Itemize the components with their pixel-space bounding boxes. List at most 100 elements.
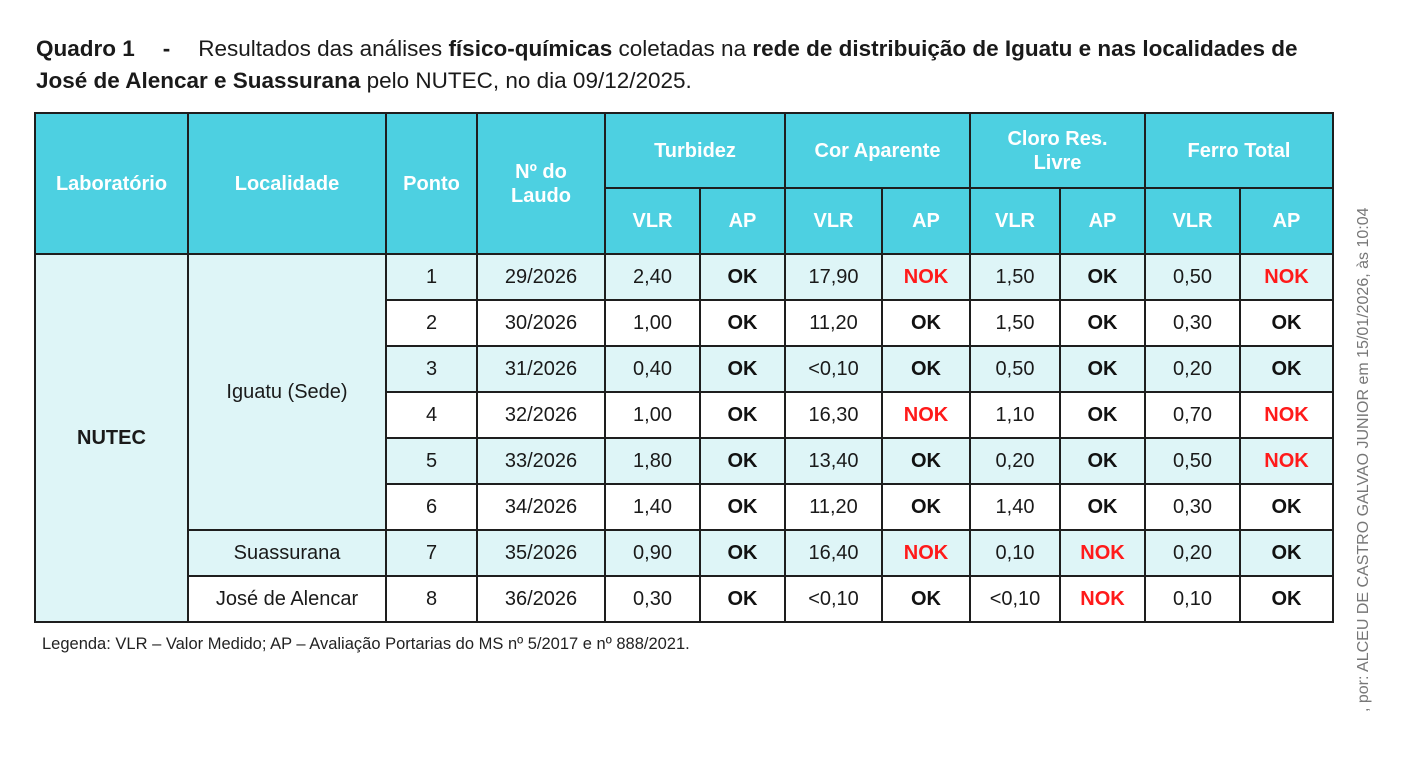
- ap-cell: OK: [1239, 345, 1334, 393]
- vlr-cell: 1,80: [604, 437, 701, 485]
- laudo-cell: 36/2026: [476, 575, 606, 623]
- vlr-cell: 11,20: [784, 299, 883, 347]
- vlr-cell: <0,10: [969, 575, 1061, 623]
- header-cloro: Cloro Res. Livre: [969, 112, 1146, 189]
- header-turbidez: Turbidez: [604, 112, 786, 189]
- ap-cell: NOK: [1239, 437, 1334, 485]
- caption-bold: físico-químicas: [448, 36, 613, 61]
- vlr-cell: 0,20: [1144, 345, 1241, 393]
- table-row: 2 30/2026 1,00 OK 11,20 OK 1,50 OK 0,30 OK: [35, 299, 1334, 347]
- localidade-cell: Suassurana: [187, 529, 387, 577]
- header-cor-aparente: Cor Aparente: [784, 112, 971, 189]
- header-vlr: VLR: [969, 187, 1061, 255]
- header-ap: AP: [1239, 187, 1334, 255]
- results-table: Laboratório Localidade Ponto Nº do Laudo…: [34, 112, 1334, 623]
- table-row: José de Alencar 8 36/2026 0,30 OK <0,10 OK <0,1…: [35, 575, 1334, 623]
- vlr-cell: 1,10: [969, 391, 1061, 439]
- table-row: 5 33/2026 1,80 OK 13,40 OK 0,20 OK 0,50 NOK: [35, 437, 1334, 485]
- laudo-cell: 29/2026: [476, 253, 606, 301]
- header-ferro: Ferro Total: [1144, 112, 1334, 189]
- table-row: Suassurana 7 35/2026 0,90 OK 16,40 NOK 0,10 NOK 0…: [35, 529, 1334, 577]
- header-localidade: Localidade: [187, 112, 387, 255]
- header-vlr: VLR: [1144, 187, 1241, 255]
- ap-cell: NOK: [1239, 391, 1334, 439]
- ap-cell: OK: [699, 253, 786, 301]
- ap-cell: NOK: [1059, 575, 1146, 623]
- vlr-cell: 1,50: [969, 253, 1061, 301]
- localidade-cell: José de Alencar: [187, 575, 387, 623]
- vlr-cell: 13,40: [784, 437, 883, 485]
- ponto-cell: 8: [385, 575, 478, 623]
- ap-cell: OK: [699, 345, 786, 393]
- ap-cell: NOK: [881, 529, 971, 577]
- header-laboratorio: Laboratório: [34, 112, 189, 255]
- vlr-cell: 0,90: [604, 529, 701, 577]
- ap-cell: OK: [699, 483, 786, 531]
- ap-cell: OK: [881, 345, 971, 393]
- ponto-cell: 7: [385, 529, 478, 577]
- caption-text: coletadas na: [612, 36, 753, 61]
- signature-stamp: , por: ALCEU DE CASTRO GALVAO JUNIOR em …: [1355, 207, 1372, 712]
- vlr-cell: 0,40: [604, 345, 701, 393]
- ap-cell: NOK: [1239, 253, 1334, 301]
- table-row: 4 32/2026 1,00 OK 16,30 NOK 1,10 OK 0,70 NOK: [35, 391, 1334, 439]
- ap-cell: OK: [699, 575, 786, 623]
- table-row: 3 31/2026 0,40 OK <0,10 OK 0,50 OK 0,20 OK: [35, 345, 1334, 393]
- ap-cell: OK: [1239, 529, 1334, 577]
- ap-cell: NOK: [881, 391, 971, 439]
- table-row: NUTEC Iguatu (Sede) 1 29/2026 2,40 OK 17,90 NOK…: [34, 253, 1334, 623]
- ap-cell: OK: [1059, 437, 1146, 485]
- ap-cell: NOK: [881, 253, 971, 301]
- vlr-cell: 0,50: [969, 345, 1061, 393]
- caption-label: Quadro 1: [36, 36, 135, 61]
- vlr-cell: 16,30: [784, 391, 883, 439]
- vlr-cell: 0,30: [604, 575, 701, 623]
- ap-cell: OK: [699, 529, 786, 577]
- vlr-cell: 0,30: [1144, 299, 1241, 347]
- laudo-cell: 35/2026: [476, 529, 606, 577]
- header-laudo: Nº do Laudo: [476, 112, 606, 255]
- ap-cell: OK: [1059, 299, 1146, 347]
- vlr-cell: 0,10: [1144, 575, 1241, 623]
- ap-cell: NOK: [1059, 529, 1146, 577]
- vlr-cell: 0,10: [969, 529, 1061, 577]
- table-row: 6 34/2026 1,40 OK 11,20 OK 1,40 OK 0,30 OK: [35, 483, 1334, 531]
- vlr-cell: 1,50: [969, 299, 1061, 347]
- vlr-cell: 0,20: [1144, 529, 1241, 577]
- ap-cell: OK: [881, 483, 971, 531]
- ap-cell: OK: [1059, 391, 1146, 439]
- caption-text: Resultados das análises: [198, 36, 449, 61]
- localidade-cell: Iguatu (Sede): [187, 253, 387, 531]
- vlr-cell: 0,50: [1144, 437, 1241, 485]
- vlr-cell: 0,30: [1144, 483, 1241, 531]
- caption-dash: -: [162, 36, 171, 61]
- laudo-cell: 32/2026: [476, 391, 606, 439]
- laboratorio-cell: NUTEC: [34, 253, 189, 623]
- ponto-cell: 3: [385, 345, 478, 393]
- caption-bold: rede de distribuição de Iguatu e nas loc…: [36, 36, 1298, 93]
- ap-cell: OK: [699, 299, 786, 347]
- ap-cell: OK: [1059, 345, 1146, 393]
- vlr-cell: <0,10: [784, 575, 883, 623]
- header-ap: AP: [881, 187, 971, 255]
- ap-cell: OK: [1239, 299, 1334, 347]
- ponto-cell: 6: [385, 483, 478, 531]
- vlr-cell: 0,50: [1144, 253, 1241, 301]
- table-caption: Quadro 1 - Resultados das análises físico-…: [36, 33, 1336, 97]
- vlr-cell: 1,00: [604, 391, 701, 439]
- header-vlr: VLR: [784, 187, 883, 255]
- vlr-cell: 1,00: [604, 299, 701, 347]
- ponto-cell: 2: [385, 299, 478, 347]
- caption-text: pelo NUTEC, no dia 09/12/2025.: [360, 68, 692, 93]
- ponto-cell: 4: [385, 391, 478, 439]
- vlr-cell: <0,10: [784, 345, 883, 393]
- vlr-cell: 11,20: [784, 483, 883, 531]
- ap-cell: OK: [1059, 253, 1146, 301]
- vlr-cell: 0,20: [969, 437, 1061, 485]
- ap-cell: OK: [881, 437, 971, 485]
- header-ap: AP: [699, 187, 786, 255]
- header-vlr: VLR: [604, 187, 701, 255]
- laudo-cell: 30/2026: [476, 299, 606, 347]
- header-ap: AP: [1059, 187, 1146, 255]
- vlr-cell: 1,40: [969, 483, 1061, 531]
